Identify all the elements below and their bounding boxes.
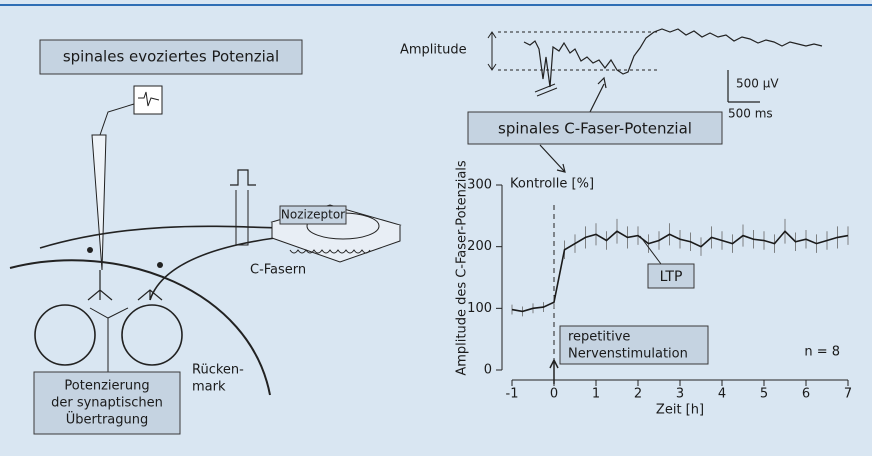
cord-label: Rücken- bbox=[192, 363, 244, 378]
x-tick-label: 4 bbox=[718, 387, 726, 402]
potentiation-label: der synaptischen bbox=[51, 396, 163, 411]
voltage-scale: 500 µV bbox=[736, 77, 779, 91]
x-tick-label: 2 bbox=[634, 387, 642, 402]
dot bbox=[87, 247, 93, 253]
y-unit-label: Kontrolle [%] bbox=[510, 177, 594, 192]
x-tick-label: 0 bbox=[550, 387, 558, 402]
y-tick-label: 200 bbox=[467, 239, 492, 254]
stim-label: Nervenstimulation bbox=[568, 347, 688, 362]
x-label: Zeit [h] bbox=[656, 403, 704, 418]
potentiation-label: Übertragung bbox=[66, 411, 149, 428]
x-tick-label: 5 bbox=[760, 387, 768, 402]
left-title: spinales evoziertes Potenzial bbox=[63, 48, 279, 66]
x-tick-label: 7 bbox=[844, 387, 852, 402]
cord-label: mark bbox=[192, 380, 226, 395]
y-tick-label: 100 bbox=[467, 301, 492, 316]
ltp-label: LTP bbox=[660, 269, 683, 285]
nociceptor-label: Nozizeptor bbox=[281, 208, 345, 222]
x-tick-label: -1 bbox=[506, 387, 519, 402]
x-tick-label: 3 bbox=[676, 387, 684, 402]
fiber-label: C-Fasern bbox=[250, 263, 306, 278]
dot bbox=[157, 262, 163, 268]
time-scale: 500 ms bbox=[728, 107, 773, 121]
amplitude-label: Amplitude bbox=[400, 43, 467, 58]
x-tick-label: 6 bbox=[802, 387, 810, 402]
n-label: n = 8 bbox=[804, 345, 840, 360]
y-label: Amplitude des C-Faser-Potenzials bbox=[455, 160, 470, 376]
trace-caption: spinales C-Faser-Potenzial bbox=[498, 120, 692, 138]
stim-label: repetitive bbox=[568, 330, 630, 345]
x-tick-label: 1 bbox=[592, 387, 600, 402]
figure: spinales evoziertes Potenzial Nozizeptor… bbox=[0, 0, 872, 456]
y-tick-label: 0 bbox=[484, 363, 492, 378]
potentiation-label: Potenzierung bbox=[64, 379, 149, 394]
y-tick-label: 300 bbox=[467, 178, 492, 193]
